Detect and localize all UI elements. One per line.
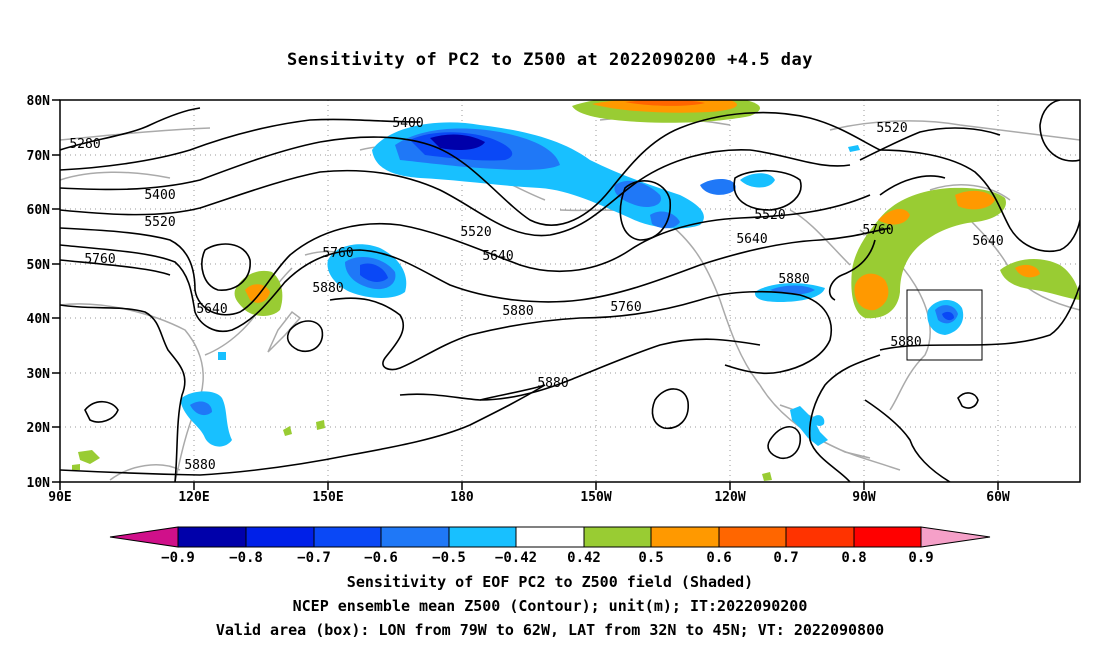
colorbar-label: 0.7	[773, 550, 798, 566]
contour-label: 5640	[972, 234, 1003, 249]
colorbar-bin	[245, 526, 315, 548]
z500-contours	[60, 100, 1080, 482]
lat-label-60n: 60N	[27, 203, 51, 218]
lat-label-30n: 30N	[27, 367, 51, 382]
lat-label-70n: 70N	[27, 149, 51, 164]
colorbar-label: −0.6	[364, 550, 398, 566]
lon-label-90w: 90W	[852, 490, 876, 505]
colorbar-bin	[853, 526, 922, 548]
contour-label: 5520	[460, 225, 491, 240]
contour-label: 5760	[862, 223, 893, 238]
lat-label-50n: 50N	[27, 258, 51, 273]
sensitivity-shading	[72, 100, 1080, 481]
colorbar-bin	[448, 526, 517, 548]
contour-label: 5880	[890, 335, 921, 350]
lon-label-90e: 90E	[48, 490, 71, 505]
contour-label: 5640	[482, 249, 513, 264]
colorbar-label: 0.42	[567, 550, 601, 566]
colorbar-bin	[380, 526, 450, 548]
caption-line-1: Sensitivity of EOF PC2 to Z500 field (Sh…	[346, 573, 754, 591]
colorbar-label: 0.5	[638, 550, 663, 566]
lon-label-120w: 120W	[714, 490, 745, 505]
lat-label-80n: 80N	[27, 94, 51, 109]
contour-label: 5760	[322, 246, 353, 261]
colorbar-label: −0.42	[495, 550, 537, 566]
map-frame	[59, 99, 1081, 483]
lat-label-40n: 40N	[27, 312, 51, 327]
lon-label-150w: 150W	[580, 490, 611, 505]
colorbar	[109, 526, 991, 548]
contour-label: 5520	[144, 215, 175, 230]
colorbar-label: −0.8	[229, 550, 263, 566]
contour-label: 5520	[876, 121, 907, 136]
lon-label-180: 180	[450, 490, 474, 505]
lon-label-60w: 60W	[986, 490, 1010, 505]
contour-label: 5880	[778, 272, 809, 287]
contour-label: 5520	[754, 208, 785, 223]
colorbar-label: 0.6	[706, 550, 731, 566]
colorbar-bin	[650, 526, 720, 548]
axis-ticks	[52, 99, 999, 490]
lon-label-120e: 120E	[178, 490, 209, 505]
contour-label: 5880	[312, 281, 343, 296]
colorbar-bin	[515, 526, 585, 548]
valid-area-box	[906, 289, 983, 361]
colorbar-pos-triangle	[920, 526, 991, 548]
colorbar-label: −0.7	[297, 550, 331, 566]
lon-label-150e: 150E	[312, 490, 343, 505]
colorbar-label: −0.9	[161, 550, 195, 566]
contour-label: 5760	[610, 300, 641, 315]
contour-label: 5280	[69, 137, 100, 152]
colorbar-label: −0.5	[432, 550, 466, 566]
contour-label: 5640	[736, 232, 767, 247]
figure-title: Sensitivity of PC2 to Z500 at 2022090200…	[286, 50, 813, 70]
contour-label: 5880	[502, 304, 533, 319]
contour-label: 5400	[392, 116, 423, 131]
contour-label: 5880	[537, 376, 568, 391]
colorbar-label: 0.9	[908, 550, 933, 566]
lat-label-10n: 10N	[27, 476, 51, 491]
colorbar-neg-triangle	[109, 526, 179, 548]
colorbar-bin	[583, 526, 652, 548]
colorbar-bin	[177, 526, 247, 548]
lat-label-20n: 20N	[27, 421, 51, 436]
contour-label: 5400	[144, 188, 175, 203]
colorbar-bin	[313, 526, 382, 548]
caption-line-2: NCEP ensemble mean Z500 (Contour); unit(…	[292, 597, 808, 615]
colorbar-bin	[785, 526, 855, 548]
colorbar-label: 0.8	[841, 550, 866, 566]
contour-label: 5760	[84, 252, 115, 267]
caption-line-3: Valid area (box): LON from 79W to 62W, L…	[215, 621, 885, 639]
contour-label: 5640	[196, 302, 227, 317]
contour-label: 5880	[184, 458, 215, 473]
colorbar-bin	[718, 526, 787, 548]
